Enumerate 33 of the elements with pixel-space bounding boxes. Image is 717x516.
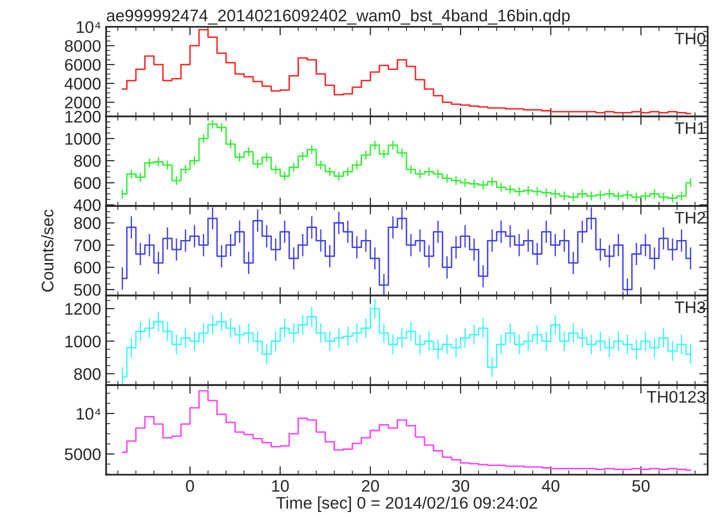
y-tick-label: 4000 [64,78,101,90]
y-tick-label: 400 [74,199,101,212]
y-tick-label: 2000 [65,96,101,108]
y-tick-label: 1200 [65,110,101,123]
y-tick-label: 800 [74,368,101,380]
y-tick-label: 800 [74,217,101,230]
y-tick-label: 10⁴ [76,408,100,420]
x-tick-label: 40 [542,480,560,492]
y-tick-label: 6000 [65,58,101,71]
y-tick-label: 10⁴ [76,21,100,34]
y-tick-label: 800 [74,155,101,167]
x-tick-label: 10 [272,480,289,492]
y-tick-label: 700 [74,240,101,252]
y-tick-label: 600 [74,177,101,189]
x-tick-label: 20 [362,480,379,492]
y-tick-label: 8000 [64,40,101,52]
y-tick-label: 1200 [65,302,101,315]
y-tick-label: 1000 [65,132,101,145]
y-tick-label: 1000 [65,336,101,348]
y-tick-label: 500 [74,284,101,296]
annotation: TH3 [674,301,706,314]
annotation: TH0123 [646,390,706,403]
y-tick-label: 5000 [64,448,101,460]
x-tick-label: 0 [186,480,194,492]
y-axis-title: Counts/sec [41,210,54,292]
y-tick-label: 600 [74,262,101,274]
x-axis-title: Time [sec] 0 = 2014/02/16 09:24:02 [276,496,538,512]
annotation: TH1 [674,122,706,134]
x-tick-label: 30 [452,480,470,492]
annotation: TH0 [674,32,706,44]
annotation: TH2 [674,212,706,224]
chart-title: ae999992474_20140216092402_wam0_bst_4band_16bin.qdp [106,9,570,25]
x-tick-label: 50 [632,480,650,492]
